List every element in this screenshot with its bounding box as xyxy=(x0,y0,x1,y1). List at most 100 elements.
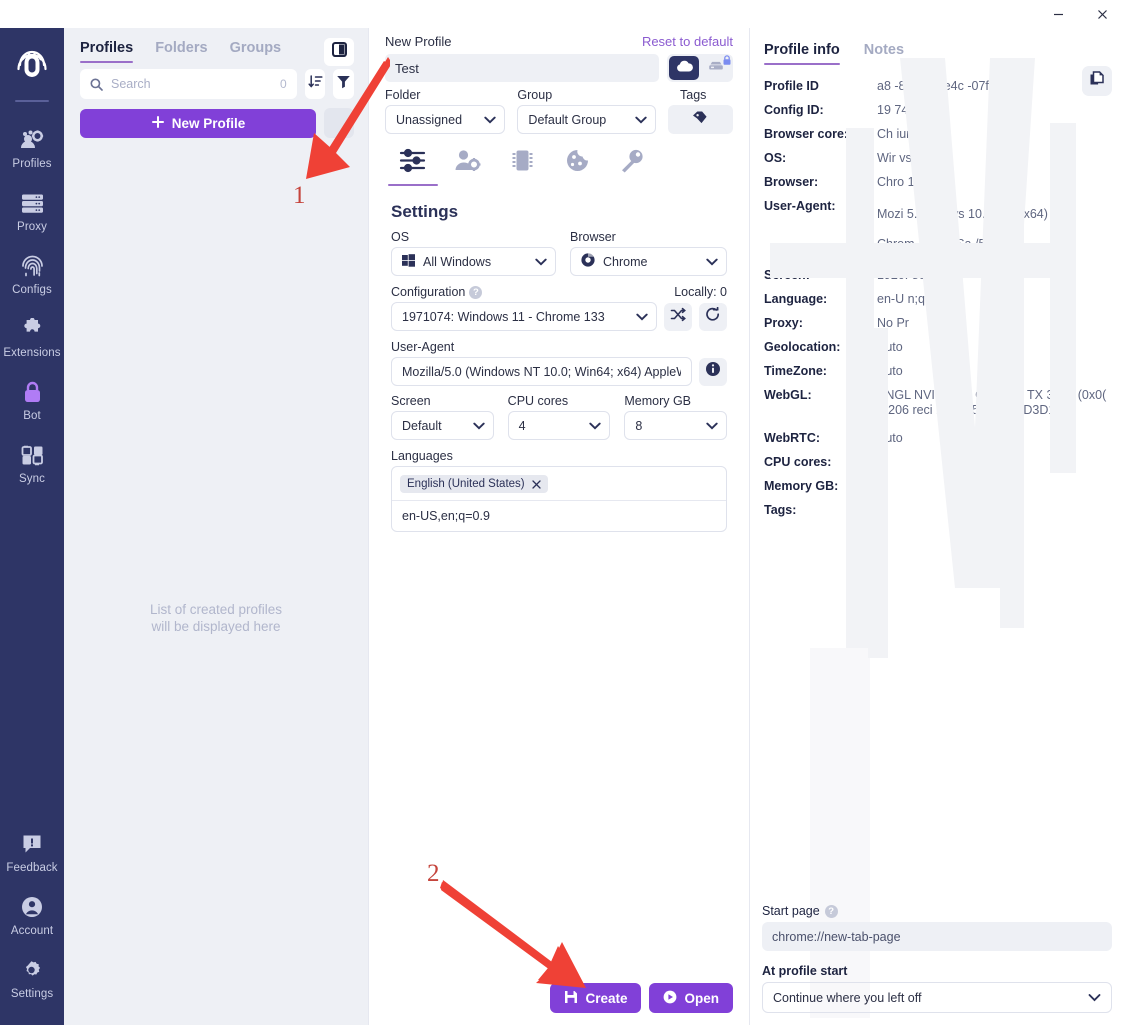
memory-select[interactable]: 8 xyxy=(624,411,728,440)
shuffle-config-button[interactable] xyxy=(664,302,692,331)
useragent-info-button[interactable] xyxy=(699,357,727,386)
copy-profile-info-button[interactable] xyxy=(1082,66,1112,96)
languages-label: Languages xyxy=(391,449,453,463)
info-value xyxy=(877,503,1114,518)
search-input[interactable] xyxy=(111,77,272,91)
language-chip[interactable]: English (United States) xyxy=(400,475,548,493)
info-key: Memory GB: xyxy=(764,479,839,493)
tags-field: Tags xyxy=(668,88,733,134)
cloud-storage-button[interactable] xyxy=(669,56,699,80)
info-value: Mozi 5.0 ( dows 10.0 n64; x64) Chrom 133… xyxy=(877,207,1048,251)
search-box[interactable]: 0 xyxy=(80,69,297,99)
extra-action-button[interactable] xyxy=(324,108,354,138)
rail-divider xyxy=(15,100,49,102)
settings-form-body: OS All Windows xyxy=(369,230,749,532)
account-icon xyxy=(19,894,45,920)
group-select[interactable]: Default Group xyxy=(517,105,656,134)
tab-folders[interactable]: Folders xyxy=(155,40,208,56)
reset-to-default-link[interactable]: Reset to default xyxy=(641,34,733,49)
sidebar-item-account[interactable]: Account xyxy=(0,883,64,946)
tab-groups[interactable]: Groups xyxy=(229,40,282,56)
os-field: OS All Windows xyxy=(391,230,556,276)
save-icon xyxy=(564,990,578,1007)
panel-layout-toggle-button[interactable] xyxy=(324,38,354,66)
browser-select[interactable]: Chrome xyxy=(570,247,727,276)
minimize-button[interactable] xyxy=(1036,0,1080,28)
filter-button[interactable] xyxy=(333,69,354,99)
help-icon[interactable]: ? xyxy=(824,904,838,918)
open-button[interactable]: Open xyxy=(649,983,733,1013)
profile-name-input[interactable] xyxy=(385,54,659,82)
tab-underline xyxy=(498,184,548,186)
info-key: User-Agent: xyxy=(764,199,836,213)
info-row: Browser: Chro 133 .0 xyxy=(764,175,1114,190)
languages-box: English (United States) en-US,en;q=0.9 xyxy=(391,466,727,532)
close-icon[interactable] xyxy=(531,479,541,489)
sort-button[interactable] xyxy=(304,69,326,99)
useragent-field: User-Agent xyxy=(391,340,727,386)
browser-label: Browser xyxy=(570,230,616,244)
local-storage-button[interactable] xyxy=(701,55,731,80)
close-button[interactable] xyxy=(1080,0,1124,28)
sort-descending-icon xyxy=(307,74,323,94)
folder-select[interactable]: Unassigned xyxy=(385,105,506,134)
chevron-down-icon xyxy=(535,258,547,266)
sidebar-label: Settings xyxy=(10,988,54,1000)
sidebar-item-settings[interactable]: Settings xyxy=(0,946,64,1009)
gear-icon xyxy=(19,957,45,983)
shuffle-icon xyxy=(670,307,686,327)
sidebar-label: Extensions xyxy=(3,347,61,359)
screen-cpu-memory-row: Screen Default CPU cores 4 xyxy=(391,394,728,440)
search-result-count: 0 xyxy=(280,77,287,91)
user-settings-tab[interactable] xyxy=(440,148,495,186)
info-key: OS: xyxy=(764,151,787,165)
at-profile-start-select[interactable]: Continue where you left off xyxy=(762,982,1112,1013)
start-page-input[interactable]: chrome://new-tab-page xyxy=(762,922,1112,951)
sidebar-item-extensions[interactable]: Extensions xyxy=(0,305,64,368)
info-key: Language: xyxy=(764,292,828,306)
title-bar xyxy=(0,0,1124,28)
sidebar-item-sync[interactable]: Sync xyxy=(0,431,64,494)
sidebar-item-proxy[interactable]: Proxy xyxy=(0,179,64,242)
configuration-select[interactable]: 1971074: Windows 11 - Chrome 133 xyxy=(391,302,657,331)
memory-field: Memory GB 8 xyxy=(624,394,728,440)
general-settings-tab[interactable] xyxy=(385,148,440,186)
windows-icon xyxy=(402,253,415,270)
sidebar-item-profiles[interactable]: Profiles xyxy=(0,116,64,179)
hardware-tab[interactable] xyxy=(495,148,550,186)
tab-profiles[interactable]: Profiles xyxy=(80,40,134,63)
cpu-cores-select[interactable]: 4 xyxy=(507,411,611,440)
cookies-tab[interactable] xyxy=(550,148,605,186)
tags-label: Tags xyxy=(680,88,707,102)
info-value: Auto xyxy=(877,364,903,378)
info-key: Config ID: xyxy=(764,103,824,117)
useragent-input[interactable] xyxy=(391,357,692,386)
screen-select[interactable]: Default xyxy=(391,411,494,440)
chevron-down-icon xyxy=(1088,991,1101,1005)
credentials-tab[interactable] xyxy=(605,148,660,186)
info-value: Auto xyxy=(877,431,903,445)
sidebar-label: Profiles xyxy=(12,158,52,170)
refresh-config-button[interactable] xyxy=(699,302,727,331)
info-key: WebGL: xyxy=(764,388,812,402)
help-icon[interactable]: ? xyxy=(469,285,483,299)
new-profile-button[interactable]: New Profile xyxy=(80,108,316,138)
os-select[interactable]: All Windows xyxy=(391,247,556,276)
info-row: Profile ID a8 -84d a70e4c -07f 228 xyxy=(764,79,1114,94)
info-icon xyxy=(705,361,721,382)
info-panel-tabs: Profile info Notes xyxy=(750,28,1124,65)
sidebar-item-feedback[interactable]: Feedback xyxy=(0,820,64,883)
profiles-list-panel: Profiles Folders Groups 0 xyxy=(64,28,368,1025)
tab-profile-info[interactable]: Profile info xyxy=(764,42,840,65)
sidebar-item-configs[interactable]: Configs xyxy=(0,242,64,305)
panel-layout-icon xyxy=(331,42,347,62)
tab-notes[interactable]: Notes xyxy=(863,42,905,58)
group-label: Group xyxy=(517,88,553,102)
create-button[interactable]: Create xyxy=(550,983,642,1013)
cpu-chip-icon xyxy=(509,148,536,178)
os-browser-row: OS All Windows xyxy=(391,230,727,276)
annotation-number-1: 1 xyxy=(293,182,306,209)
tags-button[interactable] xyxy=(668,105,733,134)
sidebar-item-bot[interactable]: Bot xyxy=(0,368,64,431)
puzzle-icon xyxy=(19,316,45,342)
